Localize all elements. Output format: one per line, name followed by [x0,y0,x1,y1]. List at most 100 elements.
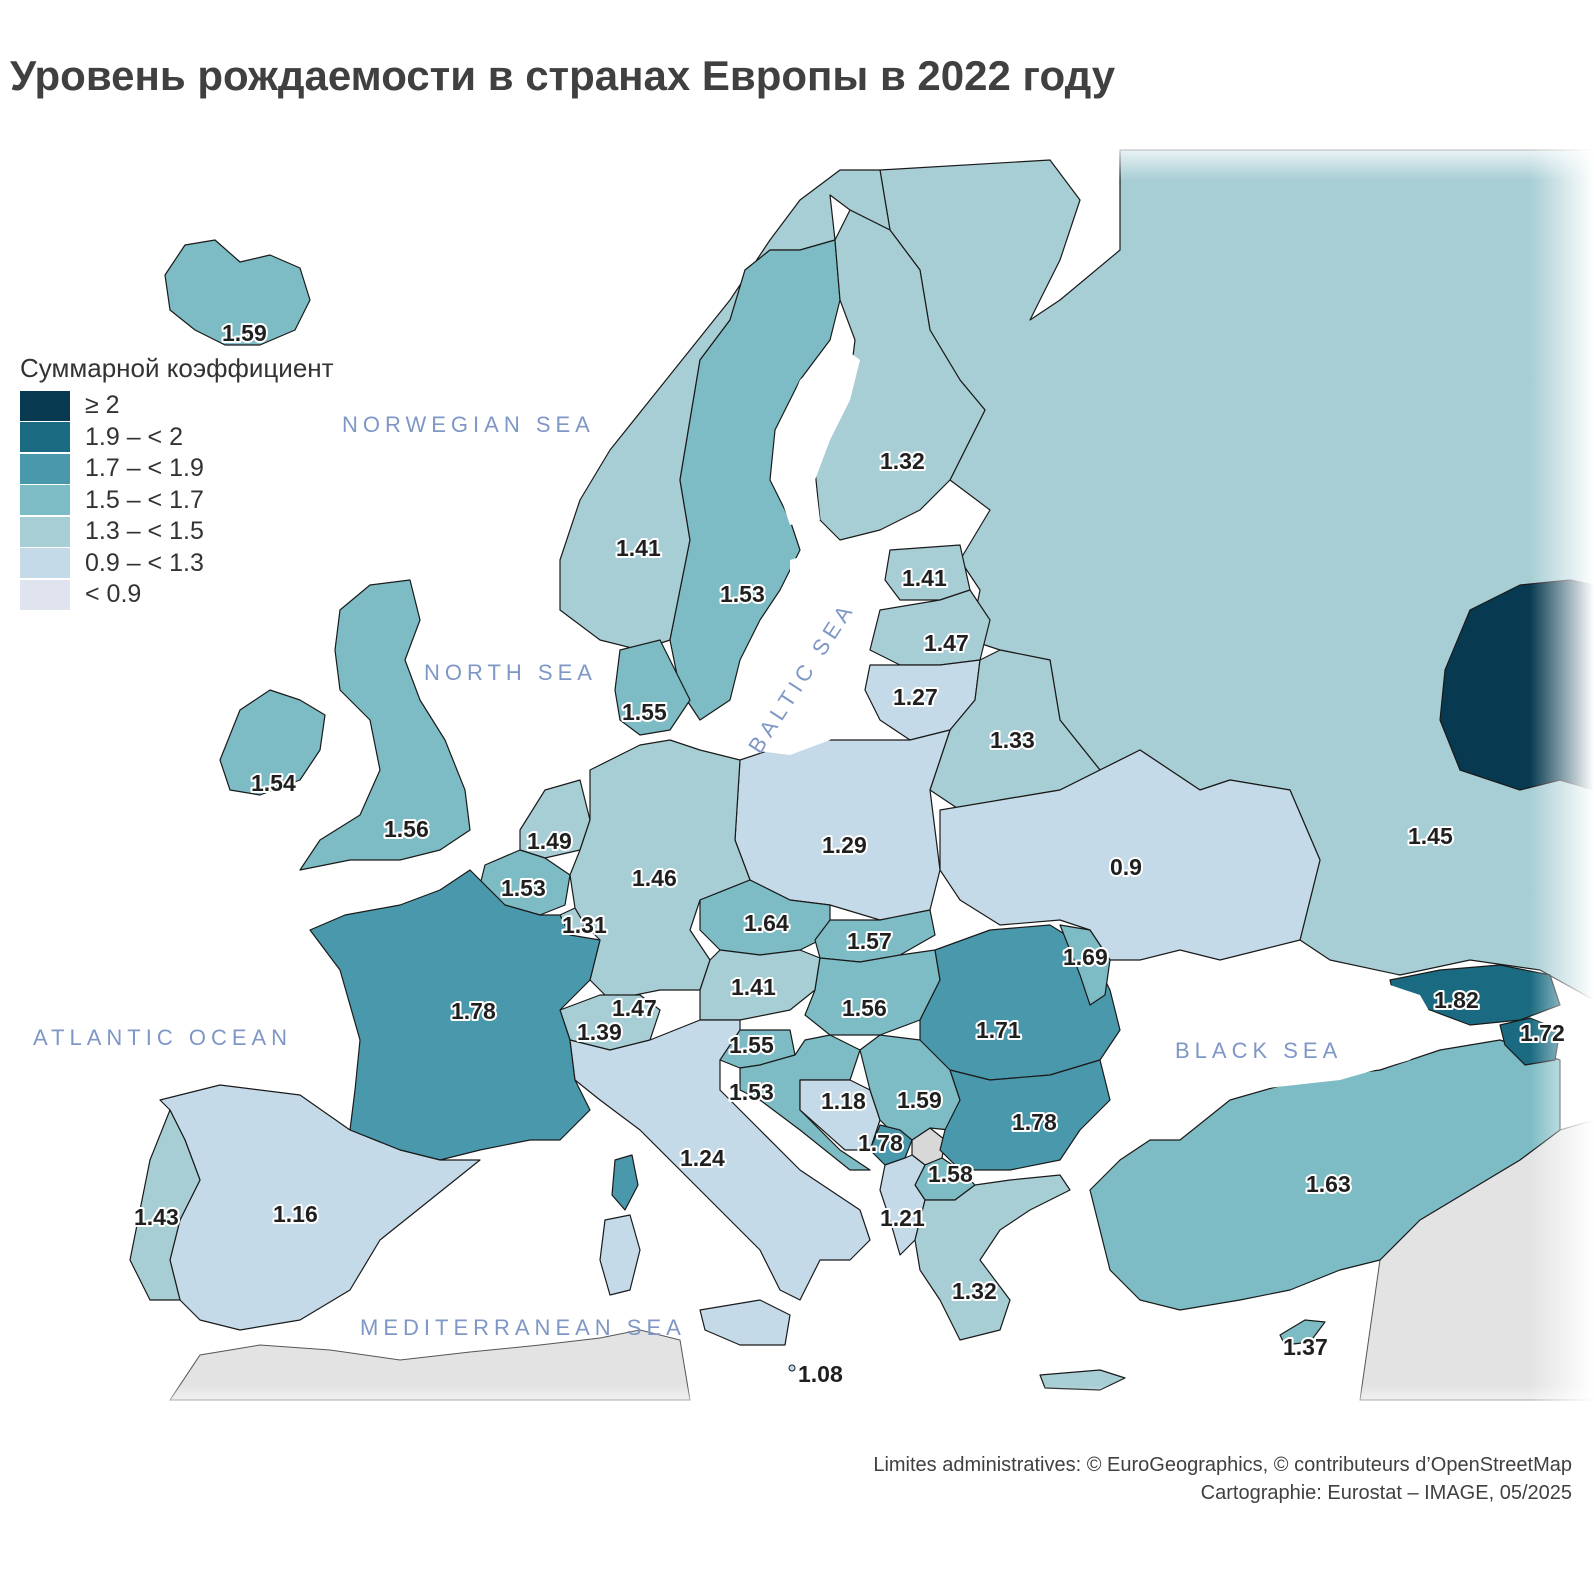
value-label-iceland: 1.59 [222,320,267,346]
value-label-switzerland: 1.39 [577,1019,622,1045]
region-portugal [129,1109,201,1301]
legend-swatch [20,453,70,484]
value-label-cyprus: 1.37 [1283,1334,1328,1360]
legend-row: 1.5 – < 1.7 [20,485,334,517]
value-label-estonia: 1.41 [902,565,947,591]
value-label-romania: 1.71 [976,1017,1021,1043]
credit-boundaries: Limites administratives: © EuroGeographi… [873,1454,1572,1476]
region-ireland [219,689,326,796]
value-label-belgium: 1.53 [501,875,546,901]
value-label-croatia: 1.53 [729,1079,774,1105]
value-label-bulgaria: 1.78 [1012,1109,1057,1135]
region-uk [299,579,471,871]
legend-swatch [20,485,70,516]
fade-top [1100,140,1594,180]
value-label-russia: 1.45 [1408,823,1453,849]
value-label-italy: 1.24 [680,1145,725,1171]
legend-row: 1.3 – < 1.5 [20,516,334,548]
region-denmark [614,639,691,736]
value-label-austria: 1.41 [731,974,776,1000]
value-label-albania: 1.21 [880,1205,925,1231]
value-label-malta: 1.08 [798,1361,843,1387]
value-label-belarus: 1.33 [990,727,1035,753]
black-sea-water [1110,965,1440,1120]
sea-label-black: BLACK SEA [1175,1038,1342,1063]
legend-row: 1.7 – < 1.9 [20,453,334,485]
region-france [309,869,601,1161]
value-label-luxembourg: 1.31 [562,912,607,938]
legend-label: 1.9 – < 2 [85,422,183,451]
value-label-sweden: 1.53 [720,581,765,607]
value-label-greece: 1.32 [952,1278,997,1304]
legend-label: ≥ 2 [85,391,120,420]
value-label-latvia: 1.47 [924,630,969,656]
region-ukraine [939,749,1321,961]
region-malta [788,1364,796,1372]
legend-row: 0.9 – < 1.3 [20,548,334,580]
value-label-uk: 1.56 [384,816,429,842]
legend-swatch [20,579,70,610]
value-label-lithuania: 1.27 [893,684,938,710]
sea-label-atlantic: ATLANTIC OCEAN [33,1025,292,1050]
value-label-france: 1.78 [451,998,496,1024]
sea-label-north: NORTH SEA [424,660,597,685]
region-italy-sicily [699,1299,791,1346]
legend: Суммарной коэффициент ≥ 2 1.9 – < 2 1.7 … [20,353,334,611]
value-label-spain: 1.16 [273,1201,318,1227]
legend-title: Суммарной коэффициент [20,353,334,383]
value-label-ukraine: 0.9 [1110,854,1142,880]
credit-cartography: Cartographie: Eurostat – IMAGE, 05/2025 [1200,1482,1572,1504]
value-label-poland: 1.29 [822,832,867,858]
value-label-armenia: 1.72 [1520,1020,1565,1046]
gulf-bothnia-water [775,345,860,525]
legend-row: < 0.9 [20,579,334,611]
legend-swatch [20,422,70,453]
legend-swatch [20,390,70,421]
region-iceland [164,239,311,346]
value-label-slovenia: 1.55 [729,1032,774,1058]
value-label-montenegro: 1.78 [858,1130,903,1156]
legend-row: 1.9 – < 2 [20,422,334,454]
value-label-finland: 1.32 [880,448,925,474]
value-label-portugal: 1.43 [134,1204,179,1230]
value-label-slovakia: 1.57 [847,928,892,954]
grey-land-africa [169,1329,691,1401]
value-label-turkey: 1.63 [1306,1171,1351,1197]
region-czechia [699,879,831,956]
legend-swatch [20,548,70,579]
region-bosnia [799,1079,881,1151]
region-serbia [859,1034,961,1141]
fade-bottom [0,1385,1594,1415]
value-label-germany: 1.46 [632,865,677,891]
region-greece [914,1174,1071,1341]
map-title: Уровень рождаемости в странах Европы в 2… [10,52,1116,99]
value-label-bosnia: 1.18 [821,1088,866,1114]
region-bulgaria [939,1059,1111,1171]
value-label-czechia: 1.64 [744,910,789,936]
value-label-serbia: 1.59 [897,1087,942,1113]
region-france-corsica [611,1154,639,1211]
legend-label: < 0.9 [85,580,142,609]
legend-label: 1.3 – < 1.5 [85,517,204,546]
value-label-netherlands: 1.49 [527,828,572,854]
baltic-sea-water [740,545,875,755]
legend-label: 1.7 – < 1.9 [85,454,204,483]
value-label-denmark: 1.55 [622,699,667,725]
value-label-moldova: 1.69 [1063,944,1108,970]
legend-label: 0.9 – < 1.3 [85,548,204,577]
region-italy [569,1019,871,1301]
legend-swatch [20,516,70,547]
value-label-liechtenstein: 1.47 [612,995,657,1021]
legend-label: 1.5 – < 1.7 [85,485,204,514]
sea-label-mediterranean: MEDITERRANEAN SEA [360,1315,686,1340]
region-italy-sardinia [599,1214,641,1296]
value-label-georgia: 1.82 [1434,987,1479,1013]
sea-label-norwegian: NORWEGIAN SEA [342,412,595,437]
region-turkey [1089,1039,1561,1311]
value-label-hungary: 1.56 [842,995,887,1021]
value-label-ireland: 1.54 [251,770,296,796]
region-cyprus [1279,1319,1326,1346]
legend-row: ≥ 2 [20,390,334,422]
region-moldova [1059,924,1111,1006]
